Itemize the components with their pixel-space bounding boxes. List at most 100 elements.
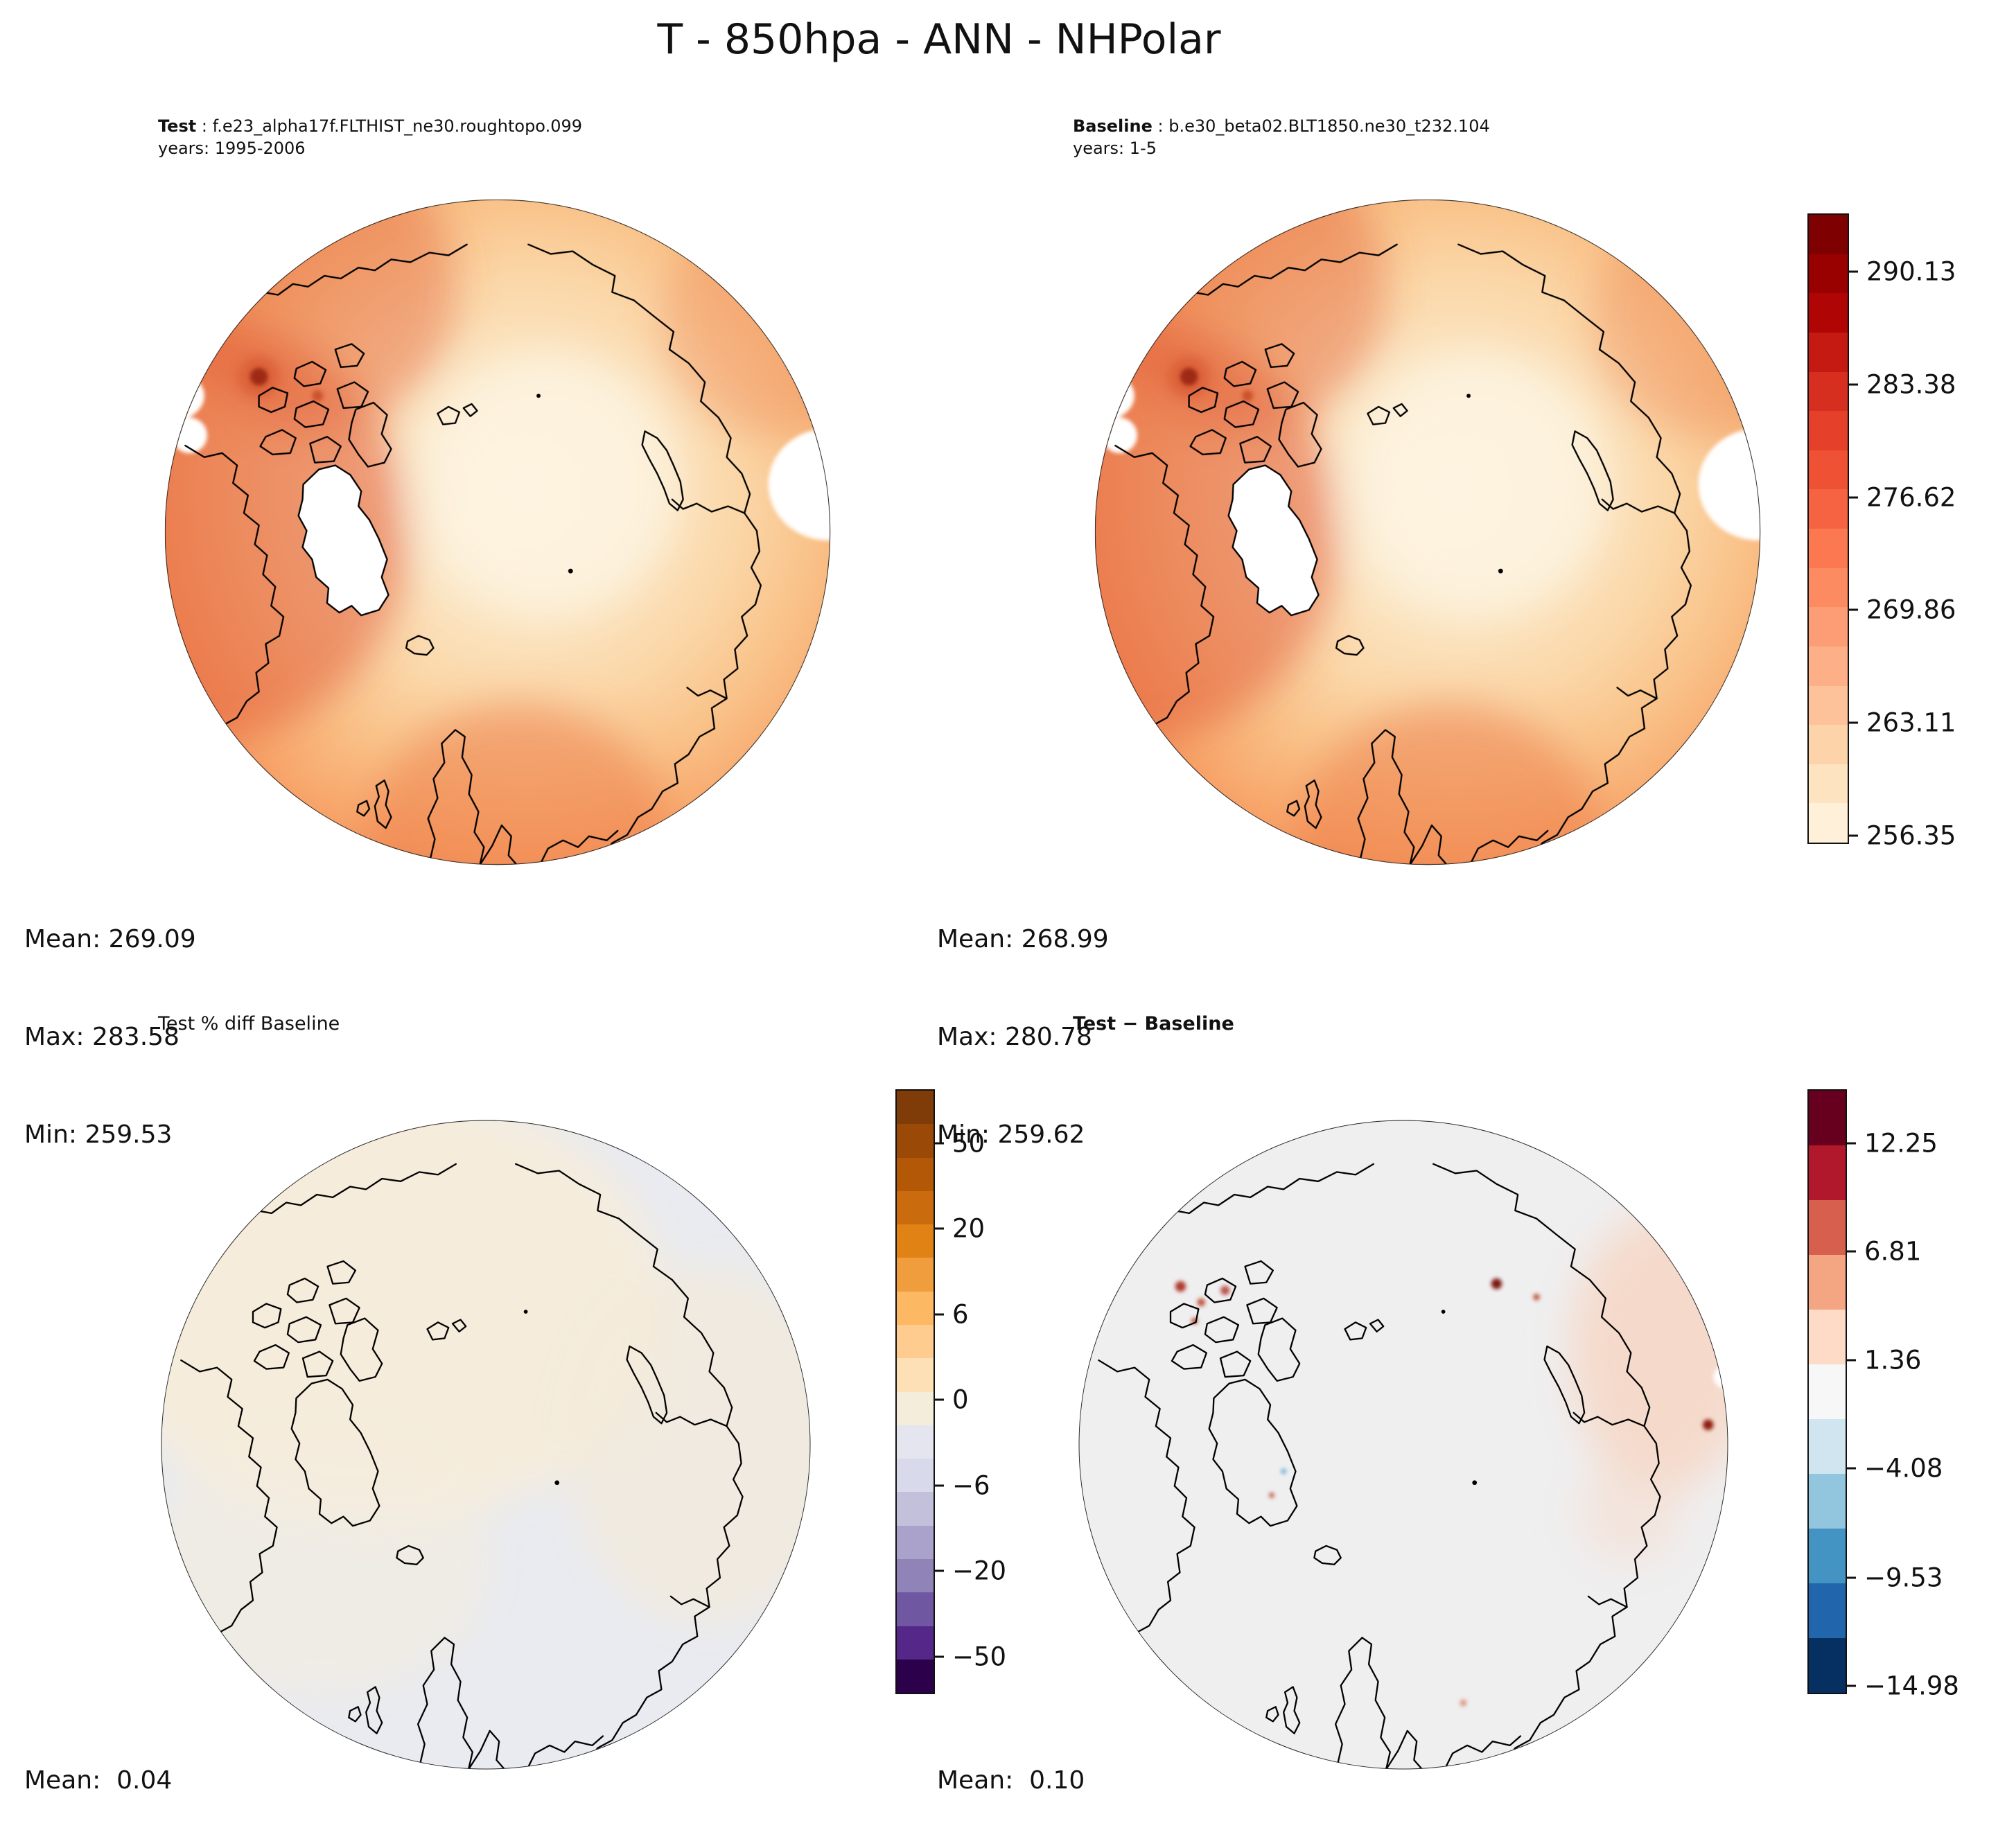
- colorbar-segment: [1809, 254, 1848, 294]
- test-case-name: f.e23_alpha17f.FLTHIST_ne30.roughtopo.09…: [212, 116, 582, 136]
- colorbar-tick-mark: [1847, 1250, 1856, 1253]
- colorbar-segment: [897, 1091, 934, 1125]
- baseline-case-name: b.e30_beta02.BLT1850.ne30_t232.104: [1168, 116, 1490, 136]
- colorbar-segment: [897, 1291, 934, 1325]
- colorbar-segment: [1809, 803, 1848, 843]
- pct-diff-mean: Mean: 0.04: [24, 1766, 173, 1795]
- colorbar-tick-mark: [935, 1227, 944, 1230]
- pct-diff-stats: Mean: 0.04 Max: 5.28 Min: -1.47: [24, 1699, 172, 1848]
- diff-stats: Mean: 0.10 Max: 13.86 Min: -3.94: [937, 1699, 1085, 1848]
- colorbar-segment: [897, 1425, 934, 1459]
- colorbar-tick-mark: [1849, 270, 1858, 273]
- colorbar-segment: [1809, 685, 1848, 725]
- colorbar-tick: −20: [935, 1556, 1006, 1585]
- colorbar-segment: [897, 1459, 934, 1493]
- colorbar-segment: [897, 1190, 934, 1225]
- colorbar-tick: 276.62: [1849, 482, 1956, 512]
- colorbar-segment: [897, 1258, 934, 1292]
- colorbar-segment: [1809, 529, 1848, 568]
- colorbar-segment: [1809, 1310, 1846, 1364]
- test-case-header: Test : f.e23_alpha17f.FLTHIST_ne30.rough…: [158, 115, 582, 159]
- colorbar-tick: 263.11: [1849, 708, 1956, 738]
- colorbar-tick-label: 20: [952, 1213, 985, 1244]
- baseline-mean: Mean: 268.99: [937, 925, 1109, 953]
- colorbar-segment: [1809, 1255, 1846, 1310]
- colorbar-tick-label: 6: [952, 1299, 969, 1330]
- colorbar-segment: [897, 1157, 934, 1191]
- colorbar-segment: [1809, 1091, 1846, 1145]
- colorbar-segment: [1809, 1638, 1846, 1693]
- colorbar-segment: [897, 1492, 934, 1526]
- colorbar-tick: −50: [935, 1642, 1006, 1671]
- colorbar-segment: [1809, 1583, 1846, 1638]
- test-years: years: 1995-2006: [158, 139, 306, 158]
- colorbar-segment: [897, 1659, 934, 1693]
- colorbar-tick-mark: [935, 1313, 944, 1316]
- colorbar-pct-diff-ticks: 50 20 6 0 −6 −20 −50: [935, 1089, 1074, 1694]
- colorbar-tick-mark: [1849, 834, 1858, 837]
- colorbar-tick-mark: [935, 1484, 944, 1487]
- colorbar-segment: [897, 1592, 934, 1626]
- test-min: Min: 259.53: [24, 1120, 173, 1149]
- colorbar-segment: [1809, 607, 1848, 646]
- colorbar-tick: 269.86: [1849, 595, 1956, 625]
- baseline-years: years: 1-5: [1073, 139, 1157, 158]
- colorbar-segment: [1809, 1474, 1846, 1529]
- colorbar-segment: [1809, 371, 1848, 412]
- colorbar-tick-mark: [1847, 1684, 1856, 1687]
- colorbar-pct-diff-segments: [895, 1089, 935, 1694]
- colorbar-tick: 12.25: [1847, 1128, 1938, 1158]
- baseline-stats: Mean: 268.99 Max: 280.78 Min: 259.62: [937, 858, 1109, 1216]
- colorbar-tick: −14.98: [1847, 1671, 1959, 1700]
- colorbar-segment: [1809, 332, 1848, 372]
- diff-mean: Mean: 0.10: [937, 1766, 1085, 1795]
- colorbar-tick-label: −50: [952, 1642, 1007, 1672]
- colorbar-segment: [1809, 215, 1848, 254]
- colorbar-tick-mark: [1847, 1576, 1856, 1578]
- baseline-label: Baseline: [1073, 116, 1153, 136]
- colorbar-tick-label: −14.98: [1864, 1671, 1959, 1701]
- colorbar-tick-mark: [1849, 608, 1858, 611]
- colorbar-segment: [1809, 1364, 1846, 1419]
- colorbar-tick-label: −4.08: [1864, 1453, 1943, 1484]
- colorbar-segment: [1809, 293, 1848, 333]
- diff-title: Test − Baseline: [1073, 1013, 1234, 1035]
- pct-diff-map: [153, 1112, 818, 1777]
- colorbar-tick-mark: [1849, 496, 1858, 498]
- colorbar-tick-label: 50: [952, 1128, 985, 1159]
- baseline-min: Min: 259.62: [937, 1120, 1085, 1149]
- colorbar-tick: 20: [935, 1213, 985, 1243]
- colorbar-segment: [897, 1358, 934, 1392]
- colorbar-diff-ticks: 12.25 6.81 1.36 −4.08 −9.53 −14.98: [1847, 1089, 1986, 1700]
- colorbar-tick: 290.13: [1849, 256, 1956, 286]
- colorbar-tick: 256.35: [1849, 821, 1956, 851]
- colorbar-tick: 6.81: [1847, 1236, 1921, 1266]
- colorbar-tick-mark: [1849, 721, 1858, 724]
- colorbar-tick-label: −9.53: [1864, 1563, 1943, 1592]
- colorbar-segment: [897, 1224, 934, 1258]
- colorbar-tick: 283.38: [1849, 369, 1956, 399]
- colorbar-tick-mark: [935, 1398, 944, 1401]
- colorbar-tick-label: 283.38: [1866, 369, 1956, 400]
- colorbar-tick-mark: [935, 1655, 944, 1658]
- baseline-case-header: Baseline : b.e30_beta02.BLT1850.ne30_t23…: [1073, 115, 1490, 159]
- colorbar-segment: [1809, 1145, 1846, 1200]
- colorbar-segment: [897, 1626, 934, 1660]
- test-mean: Mean: 269.09: [24, 925, 196, 953]
- colorbar-tick: −9.53: [1847, 1563, 1943, 1592]
- colorbar-segment: [1809, 764, 1848, 804]
- colorbar-tick-label: 0: [952, 1384, 969, 1415]
- baseline-max: Max: 280.78: [937, 1023, 1092, 1051]
- colorbar-segment: [1809, 1200, 1846, 1255]
- colorbar-absolute: 290.13 283.38 276.62 269.86 263.11 256.35: [1807, 213, 1956, 851]
- colorbar-tick-label: −6: [952, 1470, 990, 1501]
- colorbar-tick-mark: [1847, 1467, 1856, 1470]
- colorbar-segment: [1809, 567, 1848, 608]
- colorbar-segment: [1809, 489, 1848, 529]
- colorbar-segment: [897, 1324, 934, 1359]
- colorbar-tick-mark: [1847, 1142, 1856, 1145]
- test-map: [157, 191, 839, 873]
- test-stats: Mean: 269.09 Max: 283.58 Min: 259.53: [24, 858, 196, 1216]
- colorbar-tick-label: 269.86: [1866, 595, 1956, 625]
- test-label-separator: :: [196, 116, 213, 136]
